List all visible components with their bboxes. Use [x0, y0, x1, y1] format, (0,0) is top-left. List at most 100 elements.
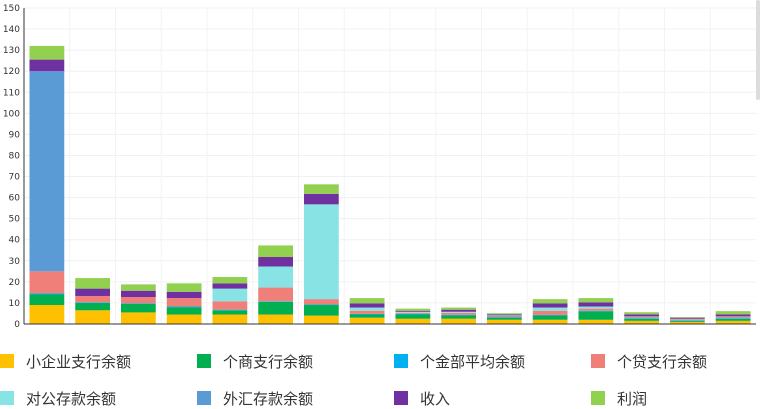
- bar-segment-9-4[interactable]: [395, 312, 430, 313]
- bar-segment-15-2[interactable]: [670, 320, 705, 321]
- bar-segment-15-3[interactable]: [670, 319, 705, 320]
- bar-segment-2-6[interactable]: [75, 289, 110, 296]
- bar-segment-12-2[interactable]: [533, 315, 568, 316]
- bar-segment-1-3[interactable]: [29, 271, 64, 293]
- bar-segment-4-6[interactable]: [167, 292, 202, 298]
- bar-segment-2-2[interactable]: [75, 302, 110, 303]
- bar-segment-13-0[interactable]: [578, 320, 613, 324]
- bar-segment-7-7[interactable]: [304, 184, 339, 193]
- bar-segment-6-7[interactable]: [258, 245, 293, 257]
- bar-segment-3-7[interactable]: [121, 284, 156, 290]
- bar-segment-8-3[interactable]: [350, 311, 385, 314]
- bar-segment-6-0[interactable]: [258, 315, 293, 324]
- bar-stack-3[interactable]: [121, 284, 156, 324]
- bar-segment-4-2[interactable]: [167, 307, 202, 308]
- bar-segment-5-2[interactable]: [212, 310, 247, 311]
- bar-segment-14-4[interactable]: [624, 316, 659, 317]
- bar-segment-9-0[interactable]: [395, 319, 430, 324]
- bar-segment-7-6[interactable]: [304, 194, 339, 205]
- bar-segment-11-1[interactable]: [487, 318, 522, 320]
- bar-segment-11-4[interactable]: [487, 315, 522, 316]
- bar-segment-4-0[interactable]: [167, 315, 202, 324]
- bar-segment-6-2[interactable]: [258, 301, 293, 302]
- bar-stack-12[interactable]: [533, 299, 568, 324]
- bar-segment-14-3[interactable]: [624, 317, 659, 318]
- bar-segment-5-4[interactable]: [212, 289, 247, 302]
- bar-segment-1-0[interactable]: [29, 305, 64, 324]
- bar-segment-2-7[interactable]: [75, 278, 110, 289]
- bar-segment-8-1[interactable]: [350, 315, 385, 318]
- bar-segment-3-0[interactable]: [121, 312, 156, 324]
- bar-stack-9[interactable]: [395, 309, 430, 324]
- bar-segment-3-3[interactable]: [121, 297, 156, 303]
- bar-segment-1-5[interactable]: [29, 71, 64, 271]
- bar-segment-6-6[interactable]: [258, 257, 293, 266]
- bar-stack-1[interactable]: [29, 46, 64, 324]
- bar-segment-13-3[interactable]: [578, 309, 613, 311]
- legend-item-3[interactable]: 个贷支行余额: [591, 350, 707, 372]
- bar-segment-8-6[interactable]: [350, 303, 385, 307]
- bar-segment-15-6[interactable]: [670, 318, 705, 319]
- bar-segment-11-6[interactable]: [487, 314, 522, 315]
- bar-segment-14-6[interactable]: [624, 314, 659, 316]
- bar-segment-8-2[interactable]: [350, 314, 385, 315]
- bar-segment-10-1[interactable]: [441, 316, 476, 319]
- bar-segment-14-1[interactable]: [624, 319, 659, 321]
- bar-segment-9-3[interactable]: [395, 313, 430, 314]
- bar-segment-8-7[interactable]: [350, 298, 385, 303]
- bar-segment-5-1[interactable]: [212, 310, 247, 314]
- bar-segment-13-1[interactable]: [578, 311, 613, 319]
- bar-segment-10-6[interactable]: [441, 310, 476, 312]
- bar-segment-16-4[interactable]: [716, 316, 751, 317]
- bar-segment-13-4[interactable]: [578, 307, 613, 309]
- bar-segment-12-7[interactable]: [533, 299, 568, 303]
- bar-segment-14-2[interactable]: [624, 318, 659, 319]
- bar-segment-5-3[interactable]: [212, 301, 247, 309]
- bar-segment-1-6[interactable]: [29, 60, 64, 72]
- bar-segment-15-7[interactable]: [670, 317, 705, 318]
- bar-segment-9-1[interactable]: [395, 315, 430, 319]
- bar-stack-8[interactable]: [350, 298, 385, 324]
- bar-segment-14-7[interactable]: [624, 312, 659, 314]
- legend-item-0[interactable]: 小企业支行余额: [0, 350, 131, 372]
- bar-segment-9-2[interactable]: [395, 314, 430, 315]
- bar-segment-2-1[interactable]: [75, 303, 110, 310]
- bar-segment-9-7[interactable]: [395, 309, 430, 311]
- bar-segment-2-3[interactable]: [75, 296, 110, 302]
- bar-segment-5-7[interactable]: [212, 277, 247, 283]
- bar-segment-12-1[interactable]: [533, 316, 568, 320]
- bar-segment-5-0[interactable]: [212, 315, 247, 324]
- legend-item-7[interactable]: 利润: [591, 387, 647, 409]
- bar-segment-1-7[interactable]: [29, 46, 64, 60]
- bar-stack-6[interactable]: [258, 245, 293, 324]
- bar-segment-9-6[interactable]: [395, 311, 430, 312]
- bar-segment-16-6[interactable]: [716, 314, 751, 316]
- bar-segment-11-0[interactable]: [487, 320, 522, 324]
- bar-stack-15[interactable]: [670, 317, 705, 324]
- bar-segment-6-4[interactable]: [258, 266, 293, 287]
- bar-segment-13-6[interactable]: [578, 302, 613, 306]
- bar-segment-11-3[interactable]: [487, 316, 522, 317]
- bar-segment-13-2[interactable]: [578, 311, 613, 312]
- bar-segment-6-1[interactable]: [258, 302, 293, 315]
- bar-segment-2-0[interactable]: [75, 310, 110, 324]
- bar-segment-10-0[interactable]: [441, 319, 476, 324]
- bar-segment-3-1[interactable]: [121, 304, 156, 312]
- bar-stack-2[interactable]: [75, 278, 110, 324]
- bar-segment-15-1[interactable]: [670, 321, 705, 322]
- bar-segment-11-7[interactable]: [487, 313, 522, 314]
- bar-segment-7-4[interactable]: [304, 204, 339, 299]
- legend-item-6[interactable]: 收入: [394, 387, 450, 409]
- bar-segment-3-6[interactable]: [121, 291, 156, 297]
- bar-segment-3-2[interactable]: [121, 303, 156, 304]
- legend-item-2[interactable]: 个金部平均余额: [394, 350, 525, 372]
- bar-segment-1-1[interactable]: [29, 295, 64, 306]
- bar-stack-16[interactable]: [716, 311, 751, 324]
- bar-segment-10-7[interactable]: [441, 308, 476, 310]
- bar-segment-10-3[interactable]: [441, 313, 476, 315]
- bar-segment-6-3[interactable]: [258, 288, 293, 302]
- bar-segment-10-2[interactable]: [441, 315, 476, 316]
- bar-stack-10[interactable]: [441, 308, 476, 324]
- legend-item-5[interactable]: 外汇存款余额: [197, 387, 313, 409]
- bar-segment-7-0[interactable]: [304, 316, 339, 324]
